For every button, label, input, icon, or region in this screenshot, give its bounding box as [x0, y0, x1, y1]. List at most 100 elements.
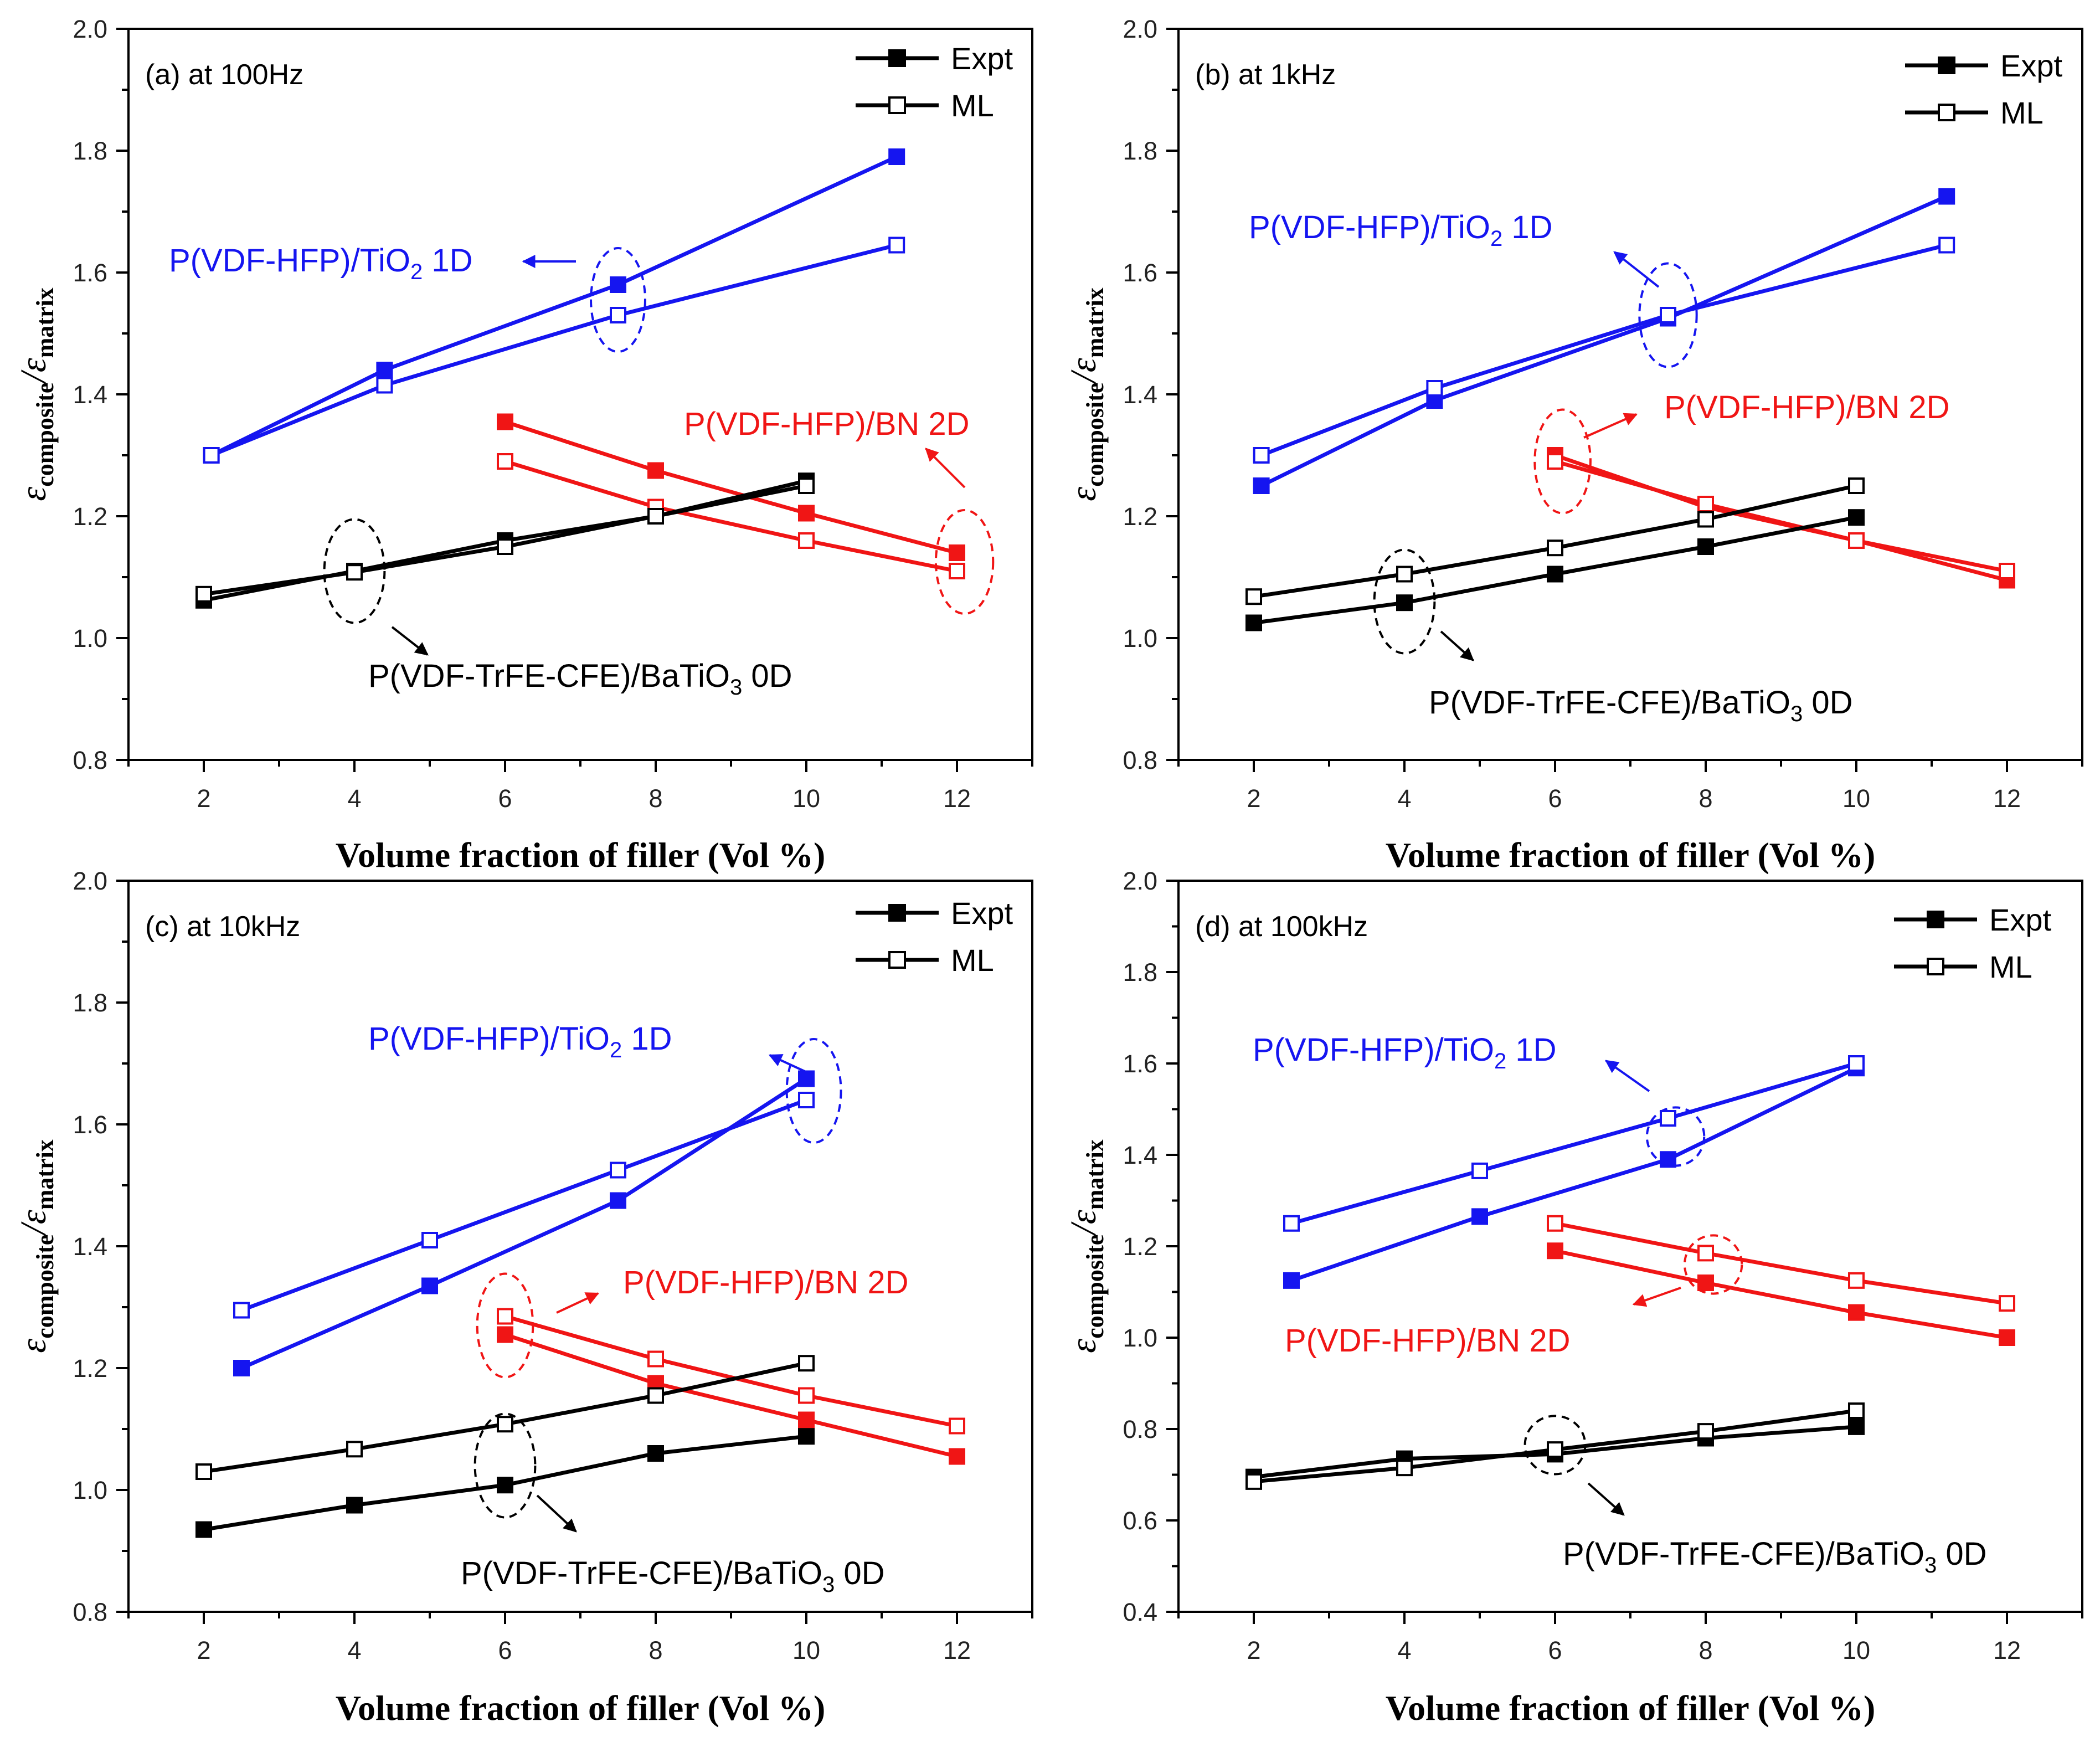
series — [203, 237, 905, 464]
data-point — [233, 1302, 250, 1319]
x-tick-label: 10 — [1842, 1636, 1870, 1664]
x-tick-label: 6 — [1548, 784, 1562, 813]
y-axis-title-part: composite — [1082, 383, 1109, 487]
data-point — [421, 1277, 438, 1294]
y-axis-title-part: ε — [13, 487, 54, 501]
data-point — [1697, 511, 1714, 528]
y-tick-label: 0.4 — [1123, 1598, 1157, 1626]
annotation-label-sub: 2 — [410, 260, 423, 284]
data-point — [497, 413, 513, 430]
annotation-label-text: P(VDF-HFP)/TiO — [1253, 1032, 1494, 1068]
data-point — [949, 563, 965, 579]
annotation-label-sub: 3 — [822, 1572, 835, 1597]
y-tick-label: 1.4 — [1123, 1141, 1157, 1169]
y-tick-label: 2.0 — [73, 15, 107, 43]
annotation-ellipse — [1523, 1415, 1587, 1476]
annotation-label: P(VDF-HFP)/TiO2 1D — [1249, 209, 1553, 251]
annotation-ellipse — [785, 1038, 842, 1144]
y-tick-label: 2.0 — [73, 867, 107, 895]
series — [195, 1428, 815, 1538]
annotation-label-text: P(VDF-TrFE-CFE)/BaTiO — [368, 658, 730, 694]
data-point — [376, 362, 393, 378]
x-tick-label: 12 — [943, 784, 971, 813]
data-point — [1848, 532, 1865, 549]
y-tick-label: 1.8 — [73, 137, 107, 165]
data-point — [647, 1387, 664, 1404]
series-line — [240, 1098, 807, 1312]
data-point — [195, 1463, 212, 1480]
annotation-label-text: P(VDF-TrFE-CFE)/BaTiO — [1429, 685, 1790, 721]
data-point — [1245, 614, 1262, 631]
annotation-label: P(VDF-TrFE-CFE)/BaTiO3 0D — [1429, 685, 1853, 726]
series — [1245, 1402, 1865, 1490]
annotation-arrow — [1605, 1060, 1650, 1092]
chart-panel-d: 2 4 6 8 10 12 0.4 0.6 0.8 1.0 1.2 1.4 1.6 1.8 2.0 Volum… — [1063, 867, 2083, 1728]
x-tick-label: 2 — [197, 1636, 210, 1664]
annotation-arrow — [768, 1054, 806, 1073]
data-point — [798, 505, 815, 522]
annotation-label: P(VDF-HFP)/TiO2 1D — [368, 1021, 672, 1062]
data-point — [203, 447, 220, 464]
data-point — [647, 1445, 664, 1462]
y-tick-label: 0.6 — [1123, 1507, 1157, 1535]
annotation-label-sub: 3 — [1790, 702, 1803, 726]
annotation-arrow — [1587, 1482, 1625, 1516]
series-line — [504, 1333, 958, 1458]
data-point — [1396, 1460, 1413, 1477]
annotation-label: P(VDF-HFP)/BN 2D — [1285, 1323, 1571, 1359]
annotation-arrow — [1583, 413, 1638, 439]
panel-label: (d) at 100kHz — [1195, 911, 1368, 943]
legend: Expt ML — [1905, 48, 2062, 130]
data-point — [1697, 1275, 1714, 1291]
y-axis-title-part: composite — [1082, 1235, 1109, 1339]
annotation-ellipse — [1533, 408, 1592, 515]
y-axis-title-part: matrix — [1082, 287, 1109, 358]
x-tick-label: 2 — [1247, 784, 1260, 813]
data-point — [949, 544, 965, 561]
data-point — [610, 1162, 626, 1179]
x-tick-label: 4 — [347, 1636, 361, 1664]
y-axis-title-part: matrix — [32, 287, 59, 358]
annotation-label-tail: 1D — [423, 243, 472, 279]
annotation-ellipse — [1373, 548, 1436, 655]
data-point — [888, 237, 905, 254]
data-point — [610, 276, 626, 293]
data-point — [346, 1441, 363, 1458]
legend-label-ml: ML — [951, 943, 994, 978]
x-tick-label: 10 — [792, 1636, 820, 1664]
legend-label-ml: ML — [2000, 95, 2044, 130]
legend-label-expt: Expt — [951, 896, 1013, 931]
data-point — [1253, 447, 1270, 464]
data-point — [497, 538, 513, 555]
annotation: P(VDF-TrFE-CFE)/BaTiO3 0D — [461, 1412, 885, 1597]
data-point — [1848, 1304, 1865, 1321]
x-tick-label: 4 — [347, 784, 361, 813]
y-tick-label: 1.6 — [73, 1111, 107, 1139]
y-tick-label: 1.8 — [73, 989, 107, 1017]
y-axis-title-part: /ε — [13, 358, 54, 384]
annotation-arrow — [556, 1292, 600, 1314]
legend-marker-expt — [888, 904, 906, 922]
annotation-label-sub: 2 — [1494, 1049, 1506, 1073]
annotation: P(VDF-HFP)/BN 2D — [476, 1265, 909, 1379]
y-tick-label: 1.4 — [73, 381, 107, 409]
data-point — [497, 453, 513, 470]
panel-label: (a) at 100Hz — [145, 59, 303, 91]
data-point — [1697, 1245, 1714, 1262]
series-line — [1555, 1248, 2008, 1340]
annotation-arrow — [925, 448, 966, 489]
annotation-label-text: P(VDF-HFP)/BN 2D — [1664, 389, 1950, 425]
annotation-label-sub: 3 — [730, 675, 742, 700]
series-line — [240, 1077, 807, 1370]
legend-marker-ml — [888, 951, 906, 969]
y-axis-title: εcomposite/εmatrix — [1063, 287, 1109, 501]
data-point — [1999, 1295, 2015, 1312]
data-point — [1660, 1110, 1676, 1127]
annotation-ellipse — [590, 247, 646, 353]
chart-panel-c: 2 4 6 8 10 12 0.8 1.0 1.2 1.4 1.6 1.8 2.0 Volume frac… — [13, 867, 1033, 1728]
data-point — [798, 1070, 815, 1087]
annotation-label: P(VDF-HFP)/BN 2D — [1664, 389, 1950, 425]
series — [1253, 237, 1955, 464]
annotation-label: P(VDF-HFP)/TiO2 1D — [169, 243, 473, 284]
y-tick-label: 0.8 — [1123, 1415, 1157, 1443]
